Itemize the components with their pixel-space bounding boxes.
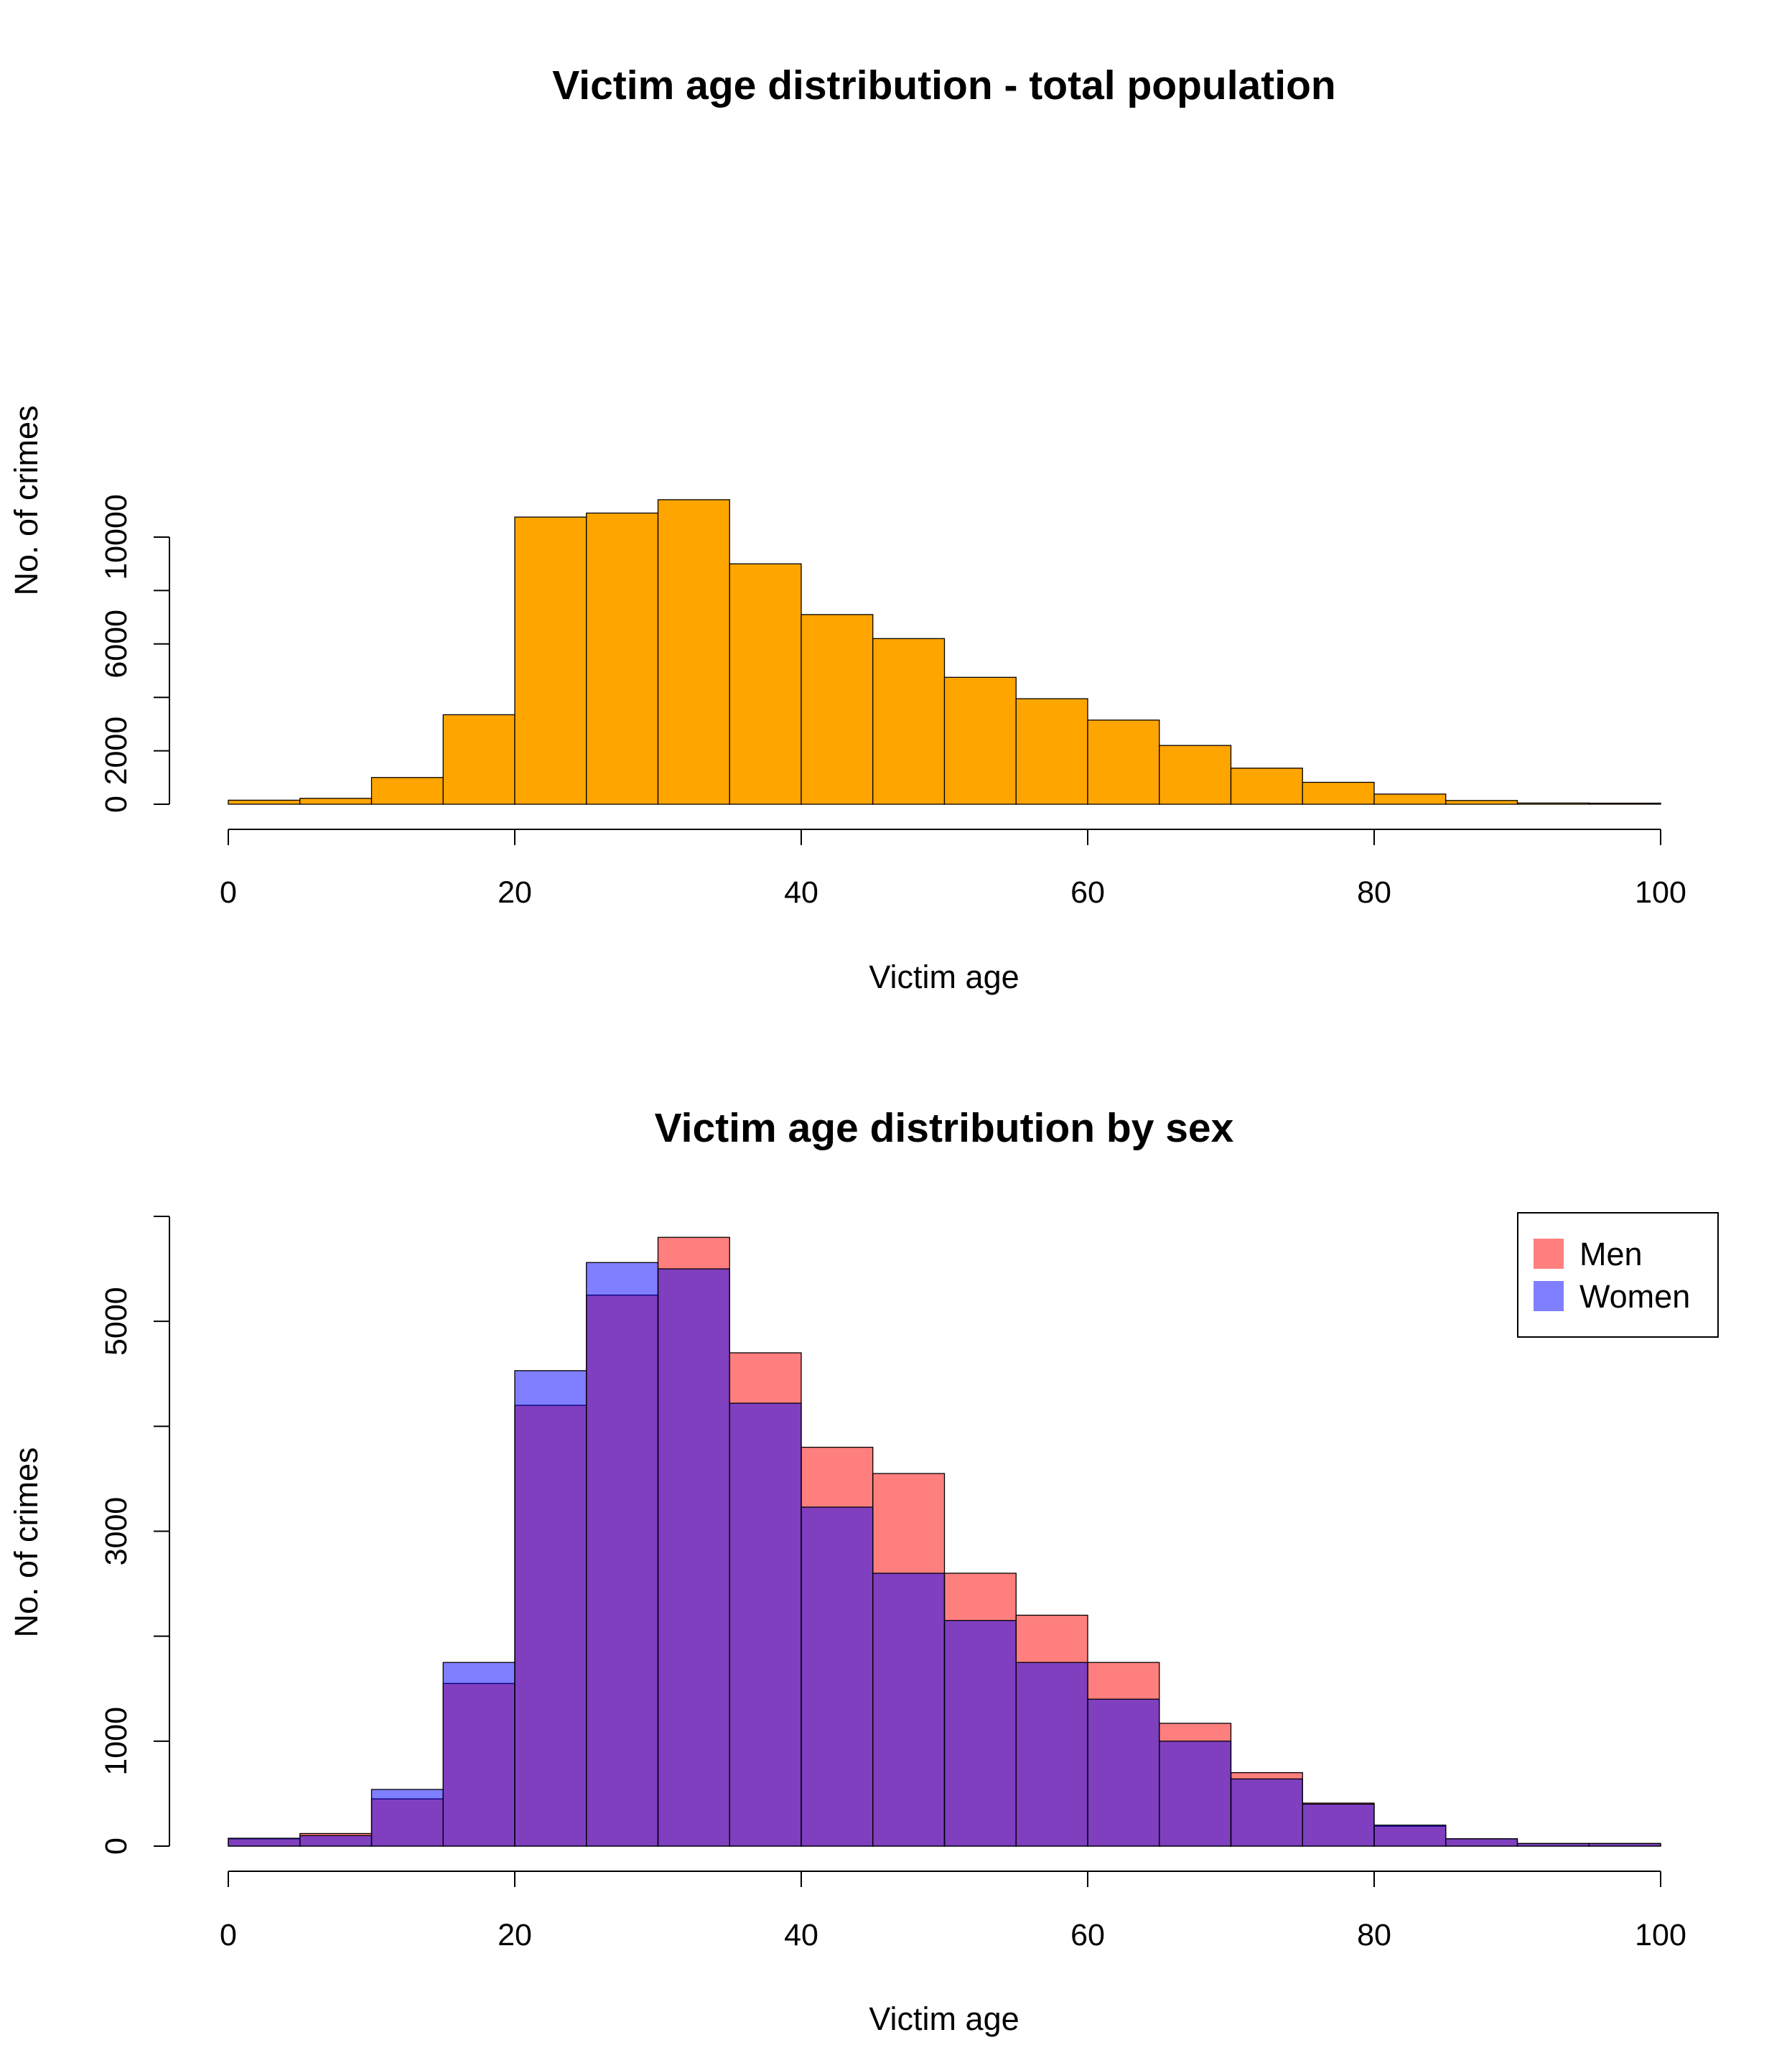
bar-women-70	[1230, 1778, 1303, 1847]
x-tick-label: 0	[220, 1918, 237, 1952]
histogram-total-population: Victim age distribution - total populati…	[8, 62, 1686, 995]
x-tick-label: 20	[498, 875, 532, 910]
legend-item-women: Women	[1534, 1278, 1690, 1315]
chart-title: Victim age distribution - total populati…	[552, 62, 1335, 108]
x-tick-label: 100	[1635, 1918, 1686, 1952]
bars	[228, 499, 1661, 805]
bar-40	[801, 614, 874, 805]
bar-35	[729, 563, 802, 805]
x-axis-label: Victim age	[869, 959, 1019, 995]
x-tick-label: 60	[1070, 1918, 1105, 1952]
y-tick-label: 0	[99, 1838, 134, 1855]
bar-5	[299, 798, 373, 805]
bar-65	[1159, 745, 1232, 805]
y-tick-label: 3000	[99, 1497, 134, 1566]
x-axis-label: Victim age	[869, 2001, 1019, 2037]
bars	[228, 1236, 1661, 1847]
x-axis: 0 20 40 60 80 100	[220, 829, 1686, 910]
histogram-by-sex: Victim age distribution by sex 0 20 40 60 80…	[8, 1105, 1719, 2037]
bar-women-65	[1159, 1741, 1232, 1847]
legend-box	[1517, 1212, 1719, 1338]
y-axis-label: No. of crimes	[8, 405, 45, 595]
legend-label-men: Men	[1579, 1236, 1643, 1272]
bar-women-5	[299, 1835, 373, 1847]
x-tick-label: 60	[1070, 875, 1105, 910]
bar-women-50	[943, 1620, 1017, 1847]
bar-85	[1445, 800, 1518, 805]
bar-women-25	[586, 1262, 659, 1847]
bar-women-15	[442, 1662, 515, 1847]
bar-women-10	[370, 1789, 444, 1847]
bar-70	[1230, 768, 1303, 805]
bar-80	[1373, 793, 1447, 805]
y-tick-label: 2000	[99, 717, 134, 786]
bar-women-55	[1015, 1662, 1088, 1847]
x-tick-label: 20	[498, 1918, 532, 1952]
bar-10	[370, 777, 444, 805]
x-axis: 0 20 40 60 80 100	[220, 1871, 1686, 1952]
bar-women-0	[228, 1838, 301, 1847]
y-tick-label: 1000	[99, 1707, 134, 1776]
bar-women-40	[801, 1506, 874, 1847]
y-tick-label: 0	[99, 796, 134, 813]
x-tick-label: 100	[1635, 875, 1686, 910]
bar-45	[872, 638, 946, 805]
bar-women-20	[514, 1370, 587, 1847]
x-tick-label: 80	[1357, 875, 1391, 910]
legend-item-men: Men	[1534, 1236, 1643, 1272]
bar-women-35	[729, 1402, 802, 1847]
bar-women-60	[1087, 1698, 1160, 1847]
bar-30	[657, 499, 730, 805]
legend: Men Women	[1517, 1212, 1719, 1338]
legend-label-women: Women	[1579, 1278, 1690, 1315]
bar-20	[514, 516, 587, 805]
legend-swatch-women	[1534, 1281, 1564, 1311]
bar-women-30	[657, 1268, 730, 1847]
x-tick-label: 40	[784, 875, 818, 910]
y-axis: 0 2000 6000 10000	[99, 494, 170, 813]
bar-women-85	[1445, 1838, 1518, 1847]
bar-50	[943, 676, 1017, 805]
bar-women-80	[1373, 1825, 1447, 1847]
bar-women-75	[1302, 1803, 1375, 1847]
bar-90	[1516, 802, 1590, 805]
y-tick-label: 6000	[99, 610, 134, 679]
legend-swatch-men	[1534, 1239, 1564, 1269]
y-tick-label: 10000	[99, 494, 134, 580]
bar-55	[1015, 698, 1088, 805]
bar-15	[442, 714, 515, 805]
bar-60	[1087, 719, 1160, 805]
chart-title: Victim age distribution by sex	[655, 1105, 1234, 1151]
x-tick-label: 0	[220, 875, 237, 910]
bar-women-90	[1516, 1843, 1590, 1847]
x-tick-label: 40	[784, 1918, 818, 1952]
bar-75	[1302, 781, 1375, 805]
bar-25	[586, 512, 659, 805]
x-tick-label: 80	[1357, 1918, 1391, 1952]
y-axis-label: No. of crimes	[8, 1447, 45, 1637]
bar-women-45	[872, 1573, 946, 1847]
bar-women-95	[1588, 1843, 1661, 1847]
y-tick-label: 5000	[99, 1287, 134, 1356]
bar-0	[228, 799, 301, 805]
y-axis: 0 1000 3000 5000	[99, 1215, 170, 1855]
